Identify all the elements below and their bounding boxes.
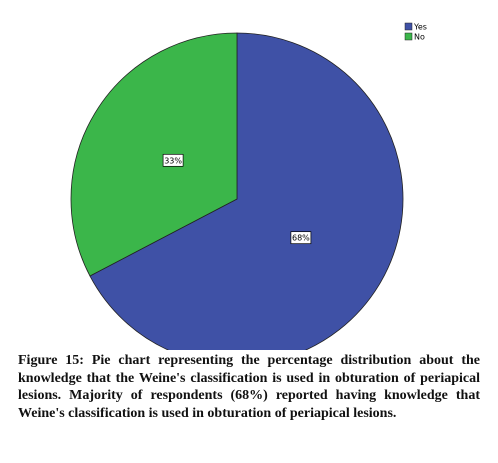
pie-slice xyxy=(70,32,238,277)
value-label: 33% xyxy=(164,156,182,165)
legend-label: No xyxy=(414,33,425,42)
label-box xyxy=(162,153,184,167)
pie-slice xyxy=(89,32,404,350)
legend-swatch xyxy=(404,32,413,41)
value-label: 68% xyxy=(292,234,310,243)
label-box xyxy=(290,231,312,245)
legend-swatch xyxy=(404,22,413,31)
legend-label: Yes xyxy=(413,23,427,32)
figure-caption: Figure 15: Pie chart representing the pe… xyxy=(18,353,480,421)
